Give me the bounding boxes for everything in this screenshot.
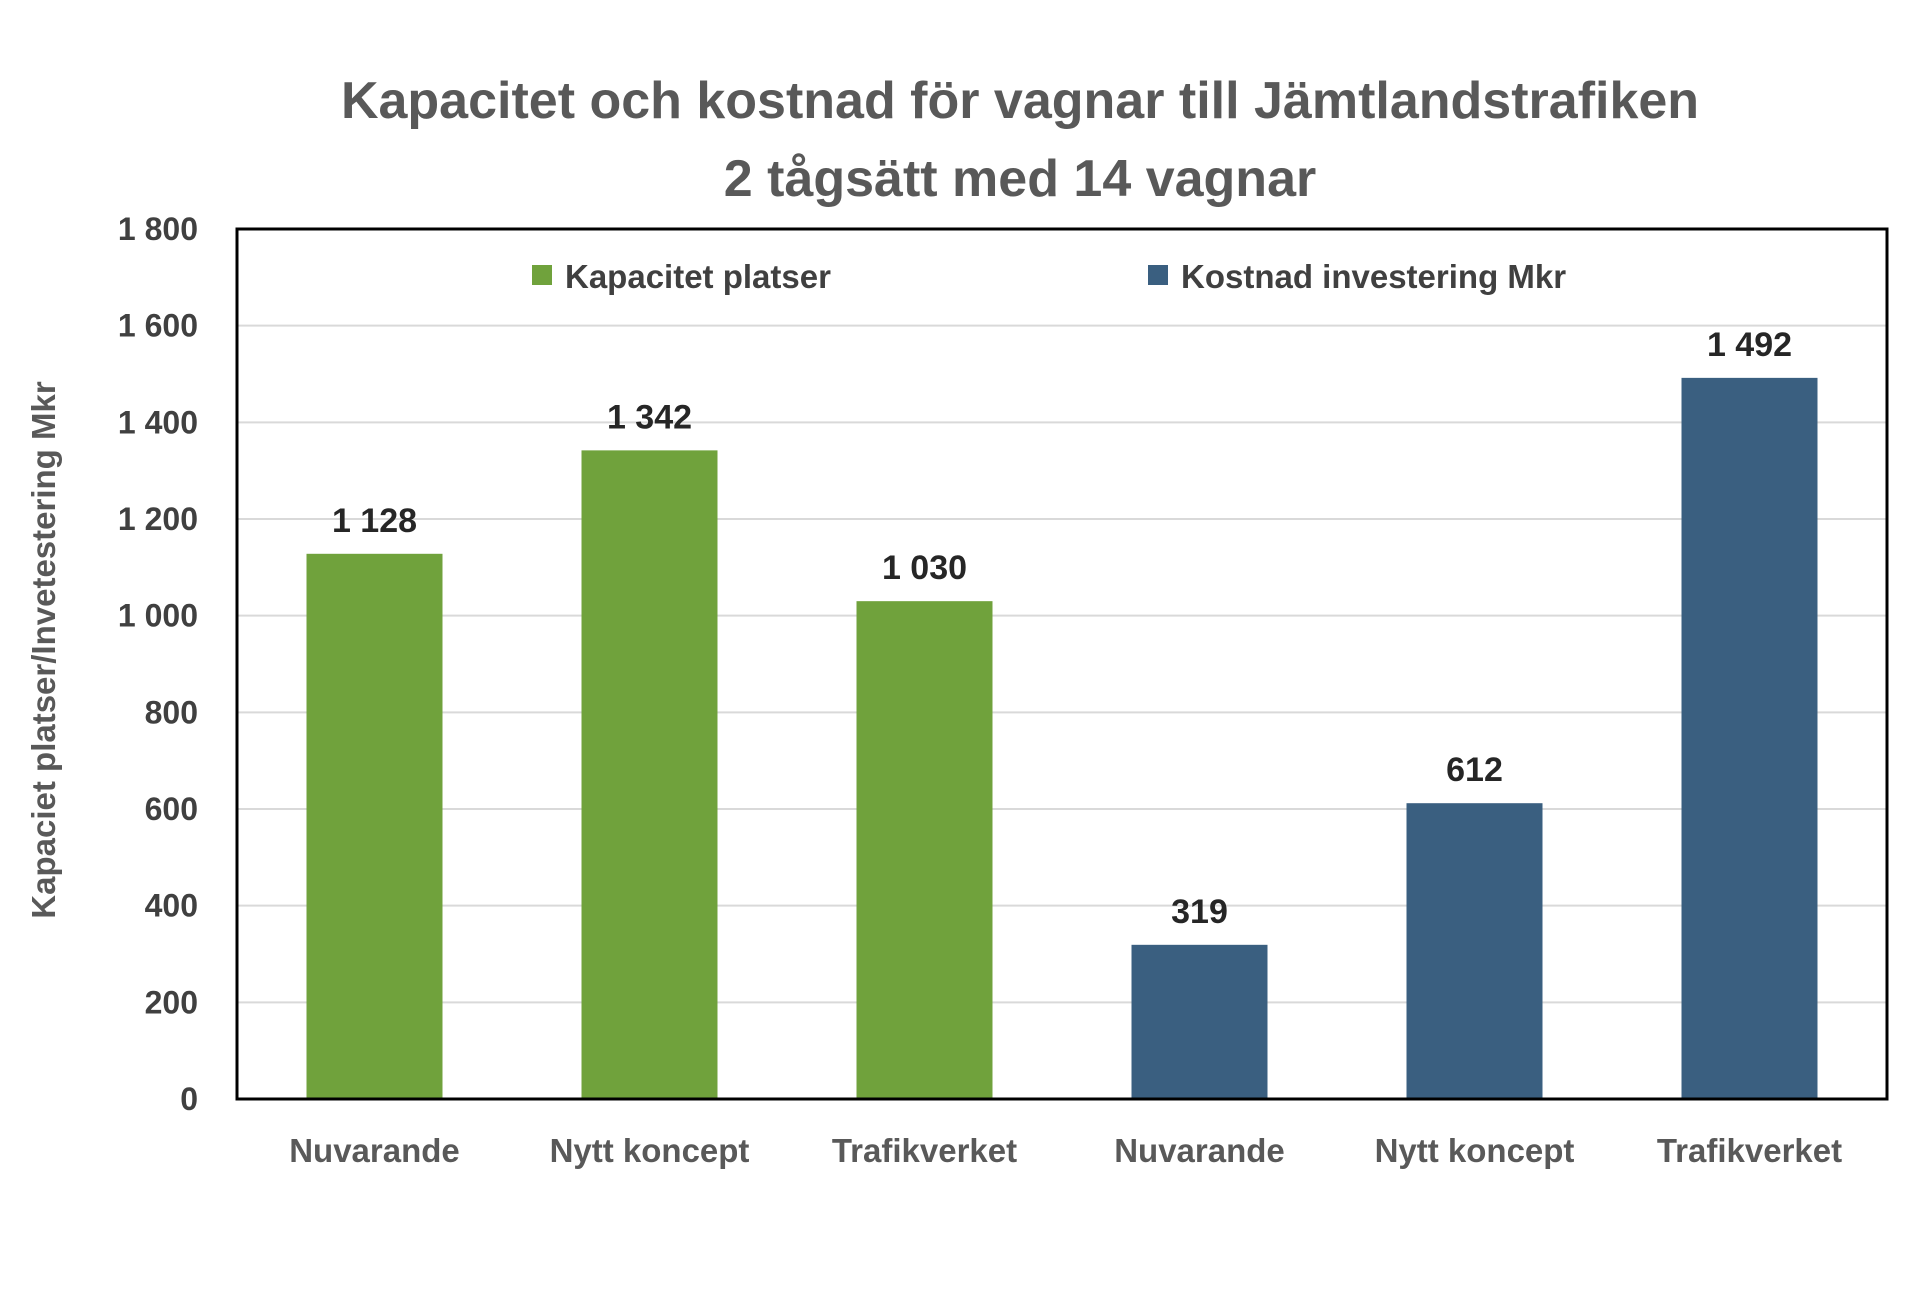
bar	[1131, 944, 1268, 1099]
x-category-label: Nytt koncept	[1375, 1132, 1575, 1169]
y-axis-ticks: 0 200 400 600 800 1 000 1 200 1 400 1 600 1 800	[118, 211, 198, 1117]
bar	[581, 450, 718, 1099]
y-tick-label: 1 800	[118, 211, 198, 247]
legend-label-kapacitet: Kapacitet platser	[565, 258, 831, 295]
gridlines	[237, 324, 1887, 1100]
y-tick-label: 1 000	[118, 598, 198, 634]
y-axis-title: Kapaciet platser/Invetestering Mkr	[25, 381, 62, 919]
bar	[1406, 803, 1543, 1099]
bar	[856, 601, 993, 1099]
y-tick-label: 1 600	[118, 308, 198, 344]
y-tick-label: 1 200	[118, 501, 198, 537]
x-category-label: Nuvarande	[289, 1132, 460, 1169]
bar-value-label: 319	[1171, 893, 1228, 931]
y-tick-label: 800	[145, 694, 198, 730]
x-axis-categories: Nuvarande Nytt koncept Trafikverket Nuvaran…	[289, 1132, 1842, 1169]
bar	[306, 553, 443, 1099]
y-tick-label: 600	[145, 791, 198, 827]
y-tick-label: 0	[180, 1081, 198, 1117]
x-category-label: Trafikverket	[832, 1132, 1017, 1169]
bar-value-label: 1 342	[607, 398, 692, 436]
legend-label-kostnad: Kostnad investering Mkr	[1181, 258, 1566, 295]
bar-value-label: 612	[1446, 751, 1503, 789]
chart-subtitle: 2 tågsätt med 14 vagnar	[724, 150, 1316, 208]
bars	[306, 377, 1818, 1099]
data-labels: 1 128 1 342 1 030 319 612 1 492	[332, 326, 1792, 931]
legend: Kapacitet platser Kostnad investering Mk…	[532, 258, 1566, 295]
x-category-label: Nytt koncept	[550, 1132, 750, 1169]
legend-swatch-kapacitet	[532, 265, 552, 285]
bar-value-label: 1 128	[332, 502, 417, 540]
bar	[1681, 377, 1818, 1099]
y-tick-label: 200	[145, 984, 198, 1020]
bar-value-label: 1 030	[882, 549, 967, 587]
plot-frame	[235, 227, 1889, 1101]
legend-swatch-kostnad	[1148, 265, 1168, 285]
x-category-label: Nuvarande	[1114, 1132, 1285, 1169]
y-tick-label: 400	[145, 888, 198, 924]
chart-title: Kapacitet och kostnad för vagnar till Jä…	[341, 72, 1699, 130]
bar-value-label: 1 492	[1707, 326, 1792, 364]
y-tick-label: 1 400	[118, 404, 198, 440]
x-category-label: Trafikverket	[1657, 1132, 1842, 1169]
